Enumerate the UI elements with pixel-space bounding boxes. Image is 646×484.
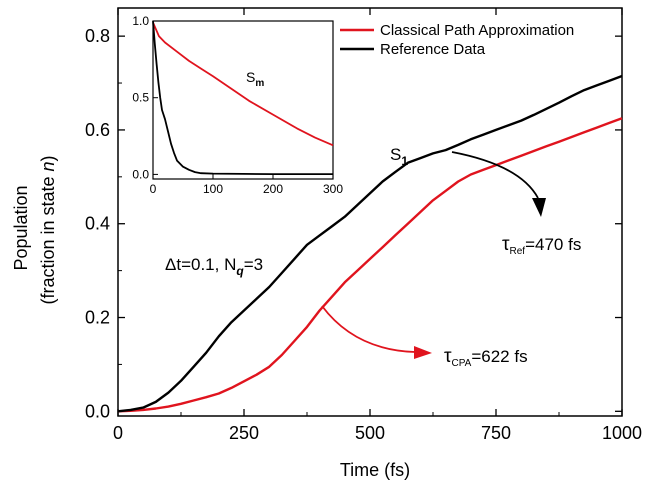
inset-series-line-cpa (152, 22, 334, 147)
legend-label-reference: Reference Data (380, 41, 486, 58)
inset-x-tick-label-1: 100 (203, 182, 223, 196)
dt-nq-label: Δt=0.1, Nq=3 (165, 255, 263, 278)
x-tick-label-2: 500 (355, 423, 385, 443)
tau-ref-value: =470 fs (525, 235, 581, 254)
legend: Classical Path Approximation Reference D… (340, 22, 574, 58)
dt-tail: =3 (244, 255, 263, 274)
s1-main: S (390, 145, 401, 164)
tau-cpa-main: τ (444, 346, 452, 367)
inset-x-tick-label-2: 200 (263, 182, 283, 196)
tau-ref-main: τ (502, 234, 510, 255)
inset-x-tick-label-3: 300 (323, 182, 343, 196)
arrow-ref-head (532, 198, 546, 217)
series-line-cpa (117, 117, 623, 413)
tau-cpa-label: τCPA=622 fs (444, 346, 528, 369)
tau-cpa-sub: CPA (452, 358, 472, 369)
arrow-cpa-head (414, 346, 432, 359)
inset-series-line-reference (152, 20, 333, 175)
y-axis-title-line2: (fraction in state n) (38, 155, 58, 304)
series-line-reference (117, 74, 623, 413)
x-axis-title: Time (fs) (340, 460, 410, 480)
inset-sm-label: Sm (246, 69, 264, 89)
inset-frame (152, 20, 334, 180)
tau-ref-sub: Ref (510, 246, 526, 257)
tau-ref-label: τRef=470 fs (502, 234, 581, 257)
inset-sm-main: S (246, 69, 255, 85)
x-tick-label-1: 250 (229, 423, 259, 443)
s1-sub: 1 (401, 154, 408, 168)
dt-main: Δt=0.1, N (165, 255, 236, 274)
legend-label-cpa: Classical Path Approximation (380, 22, 574, 39)
inset-sm-sub: m (255, 78, 264, 89)
x-tick-label-4: 1000 (602, 423, 642, 443)
y-tick-label-2: 0.4 (85, 214, 110, 234)
inset-y-tick-label-2: 1.0 (132, 14, 149, 28)
inset-plot-area: 0 100 200 300 0.0 0.5 1.0 (132, 14, 343, 196)
y-tick-label-4: 0.8 (85, 26, 110, 46)
arrow-cpa (321, 305, 416, 353)
inset-y-tick-label-1: 0.5 (132, 91, 149, 105)
arrow-ref (451, 151, 539, 199)
inset-y-tick-label-0: 0.0 (132, 167, 149, 181)
y-axis-title-line1: Population (11, 185, 31, 270)
y-tick-label-0: 0.0 (85, 401, 110, 421)
tau-cpa-value: =622 fs (471, 347, 527, 366)
y-tick-label-1: 0.2 (85, 308, 110, 328)
s1-label: S1 (390, 145, 408, 168)
x-tick-label-0: 0 (113, 423, 123, 443)
x-tick-label-3: 750 (481, 423, 511, 443)
y-tick-label-3: 0.6 (85, 120, 110, 140)
dt-sub: q (236, 264, 244, 278)
inset-x-tick-label-0: 0 (150, 182, 157, 196)
